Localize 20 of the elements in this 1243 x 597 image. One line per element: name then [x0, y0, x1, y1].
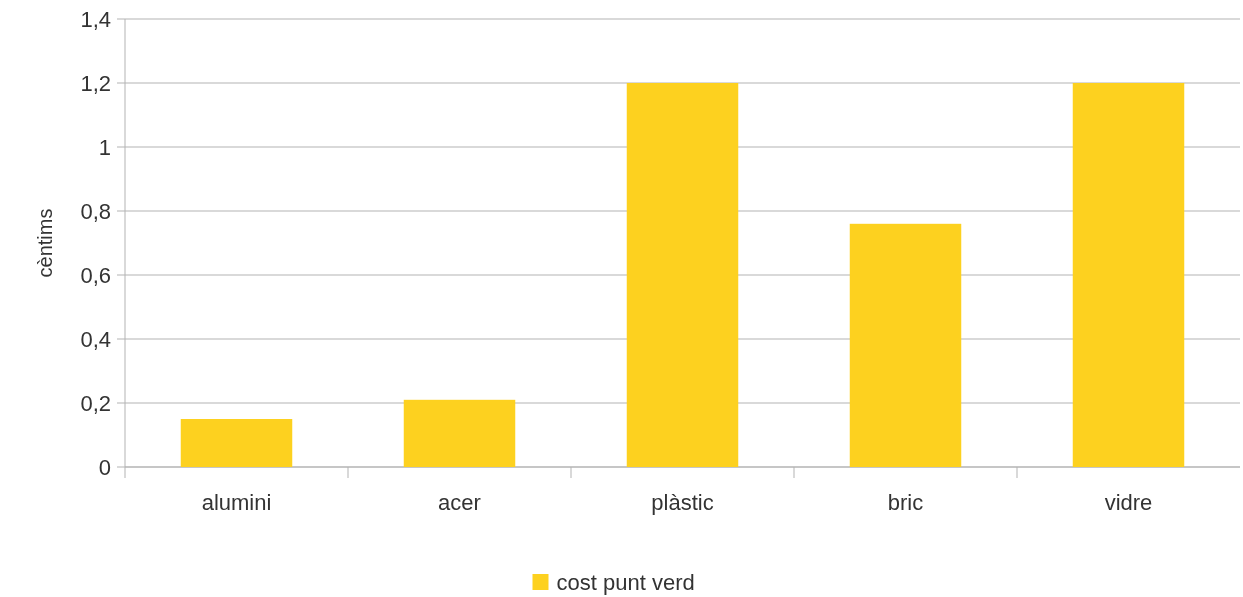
y-axis-title: cèntims: [34, 208, 56, 278]
y-tick-label: 1: [98, 134, 111, 160]
bar: [180, 419, 293, 467]
x-tick-label: plàstic: [651, 490, 714, 515]
y-tick-label: 0,2: [80, 390, 111, 416]
y-tick-label: 0: [98, 454, 111, 480]
x-tick-label: vidre: [1104, 490, 1153, 515]
x-tick-label: bric: [887, 490, 924, 515]
x-tick-label: alumini: [201, 490, 272, 515]
bar: [1072, 83, 1185, 467]
y-tick-label: 1,4: [80, 6, 111, 32]
y-tick-label: 0,6: [80, 262, 111, 288]
bar: [626, 83, 739, 467]
legend-label: cost punt verd: [556, 569, 695, 595]
x-tick-label: acer: [438, 490, 481, 515]
bar: [403, 399, 516, 467]
y-tick-label: 0,4: [80, 326, 111, 352]
y-tick-label: 0,8: [80, 198, 111, 224]
y-tick-label: 1,2: [80, 70, 111, 96]
bar: [849, 223, 962, 467]
